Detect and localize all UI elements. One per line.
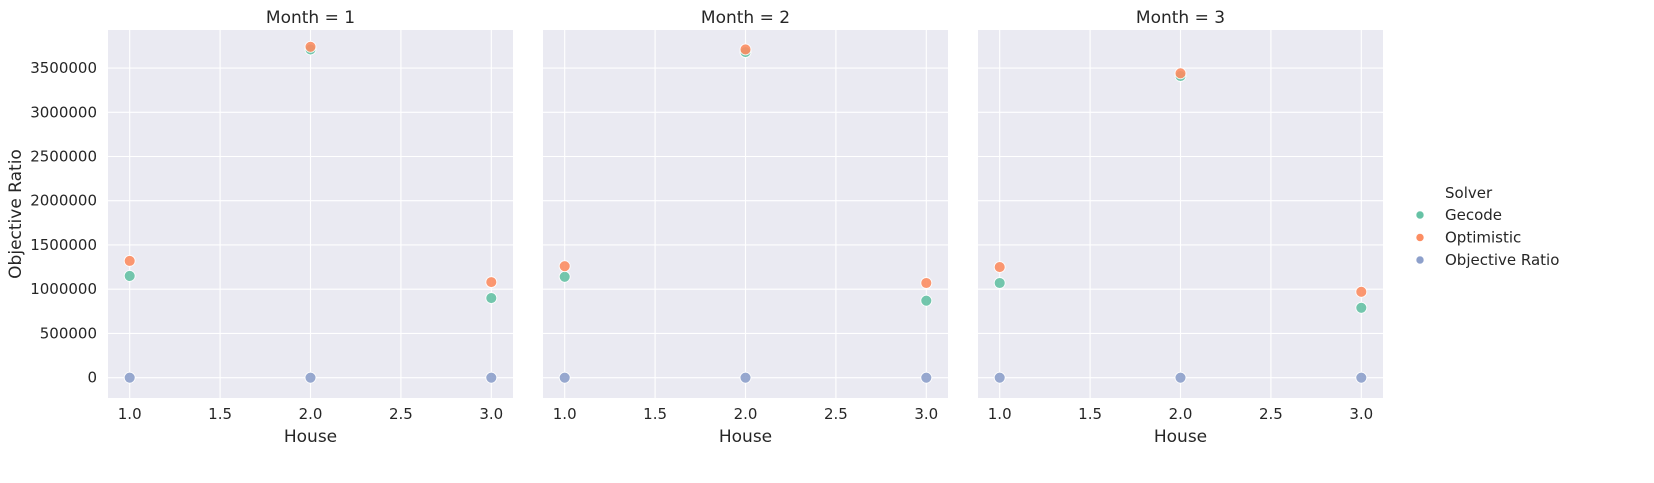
point-gecode [485,292,498,304]
facet-panel-3: Month = 3 1.0 1.5 2.0 2.5 3.0 House [978,8,1383,447]
point-objective-ratio [304,371,317,384]
x-tick-label: 1.0 [118,405,142,423]
point-objective-ratio [1355,371,1368,384]
legend-label: Optimistic [1445,229,1521,247]
x-tick-label: 1.0 [553,405,577,423]
x-tick-label: 2.5 [824,405,848,423]
x-tick-label: 2.0 [1169,405,1193,423]
x-axis-label: House [1154,427,1207,447]
x-tick-label: 1.0 [988,405,1012,423]
point-optimistic [485,276,498,289]
point-objective-ratio [123,371,136,384]
y-tick-label: 500000 [40,324,97,342]
point-objective-ratio [993,371,1006,384]
x-tick-label: 2.0 [299,405,323,423]
point-gecode [993,277,1006,289]
point-optimistic [123,254,136,267]
point-optimistic [739,43,752,56]
panel-title: Month = 2 [701,8,790,28]
point-optimistic [1355,285,1368,298]
point-optimistic [558,260,571,273]
facet-panel-1: Month = 1 1.0 1.5 2.0 2.5 3.0 House 0 500000 1000… [6,8,513,447]
point-optimistic [920,277,933,289]
point-objective-ratio [485,371,498,384]
point-gecode [558,270,571,283]
y-tick-label: 0 [87,369,97,387]
x-tick-label: 2.5 [1259,405,1283,423]
point-optimistic [993,261,1006,274]
point-optimistic [304,40,317,53]
x-tick-label: 1.5 [208,405,232,423]
x-tick-label: 1.5 [643,405,667,423]
x-tick-label: 3.0 [1349,405,1373,423]
y-axis-label: Objective Ratio [6,149,26,279]
point-gecode [123,269,136,282]
x-tick-label: 2.5 [389,405,413,423]
y-tick-label: 1000000 [30,280,97,298]
y-tick-label: 1500000 [30,236,97,254]
x-tick-label: 2.0 [734,405,758,423]
legend-title: Solver [1445,184,1493,202]
x-tick-label: 3.0 [914,405,938,423]
point-gecode [1355,301,1368,314]
point-gecode [920,294,933,307]
panel-title: Month = 1 [266,8,355,28]
y-tick-label: 2500000 [30,148,97,166]
legend-marker [1415,233,1425,242]
x-axis-label: House [284,427,337,447]
panel-title: Month = 3 [1136,8,1225,28]
legend: Solver Gecode Optimistic Objective Ratio [1415,184,1559,269]
point-objective-ratio [920,371,933,384]
point-optimistic [1174,67,1187,80]
legend-marker [1415,210,1425,220]
point-objective-ratio [1174,371,1187,384]
x-axis-label: House [719,427,772,447]
legend-label: Gecode [1445,206,1502,224]
facet-panel-2: Month = 2 1.0 1.5 2.0 2.5 3.0 House [543,8,948,447]
legend-label: Objective Ratio [1445,251,1559,269]
point-objective-ratio [558,371,571,384]
x-tick-label: 1.5 [1078,405,1102,423]
y-tick-label: 3500000 [30,59,97,77]
x-tick-label: 3.0 [479,405,503,423]
y-tick-label: 2000000 [30,192,97,210]
legend-marker [1415,255,1425,265]
y-tick-label: 3000000 [30,103,97,121]
point-objective-ratio [739,371,752,384]
